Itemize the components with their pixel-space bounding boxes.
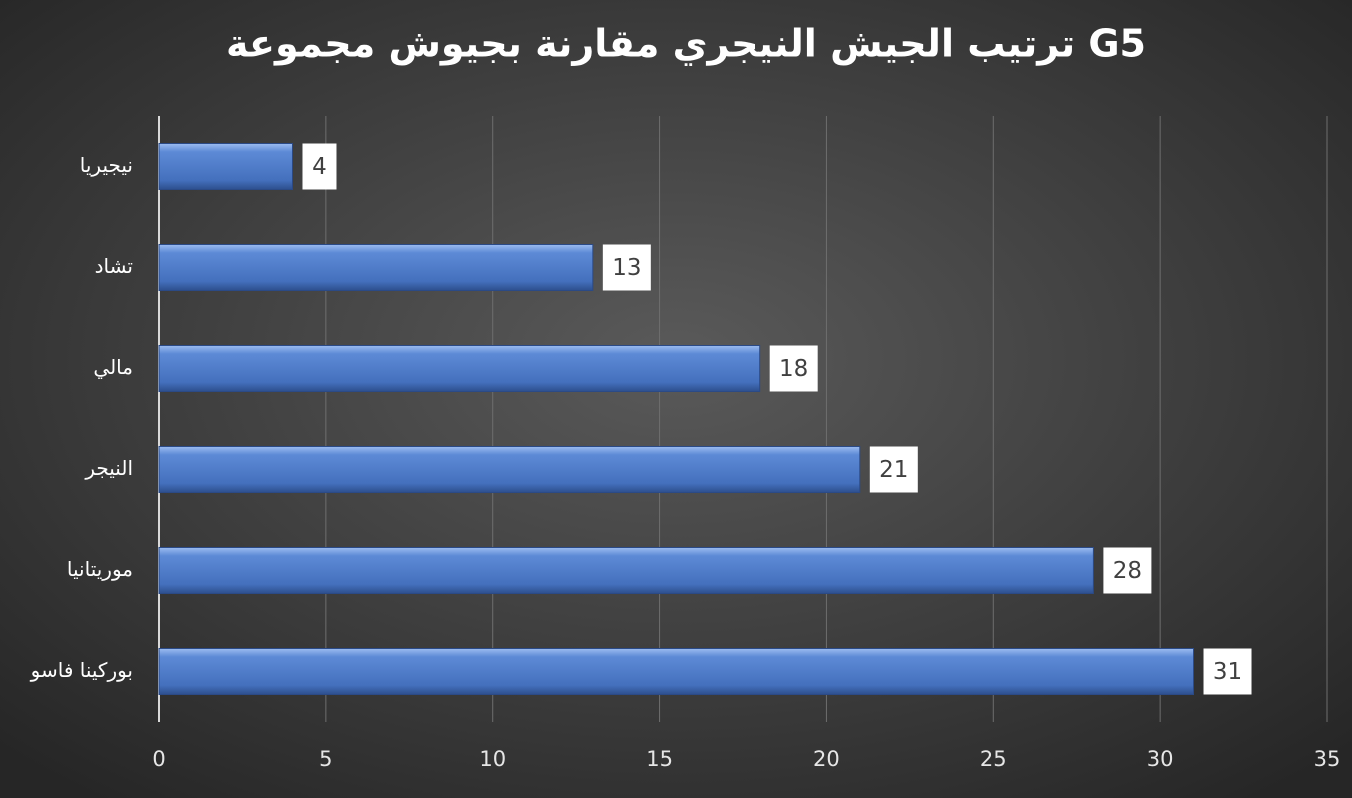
y-tick-label: نيجيريا xyxy=(80,153,133,177)
data-label: 21 xyxy=(879,457,908,483)
data-label-box xyxy=(1203,648,1252,695)
y-tick-label: النيجر xyxy=(84,456,133,480)
bar xyxy=(158,244,594,291)
bar xyxy=(158,648,1195,695)
data-label: 18 xyxy=(779,356,808,382)
x-tick-label: 25 xyxy=(980,747,1007,771)
x-tick-label: 35 xyxy=(1314,747,1341,771)
data-label: 28 xyxy=(1113,558,1142,584)
chart-title: ترتيب الجيش النيجري مقارنة بجيوش مجموعة … xyxy=(226,22,1146,66)
y-tick-label: بوركينا فاسو xyxy=(30,658,133,682)
data-label: 13 xyxy=(612,255,641,281)
data-label-box xyxy=(769,345,818,392)
x-tick-label: 0 xyxy=(152,747,165,771)
data-label: 4 xyxy=(312,154,327,180)
x-tick-label: 5 xyxy=(319,747,332,771)
x-tick-label: 15 xyxy=(646,747,673,771)
y-tick-label: تشاد xyxy=(95,254,133,278)
x-tick-label: 10 xyxy=(479,747,506,771)
bar xyxy=(158,345,761,392)
bar xyxy=(158,446,861,493)
data-label-box xyxy=(1103,547,1152,594)
x-tick-label: 20 xyxy=(813,747,840,771)
y-tick-label: موريتانيا xyxy=(67,557,133,581)
data-label-box xyxy=(602,244,651,291)
y-tick-label: مالي xyxy=(93,355,133,380)
bar xyxy=(158,143,293,190)
bar xyxy=(158,547,1094,594)
x-tick-label: 30 xyxy=(1147,747,1174,771)
data-label: 31 xyxy=(1213,659,1242,685)
data-label-box xyxy=(302,143,337,190)
data-label-box xyxy=(869,446,918,493)
